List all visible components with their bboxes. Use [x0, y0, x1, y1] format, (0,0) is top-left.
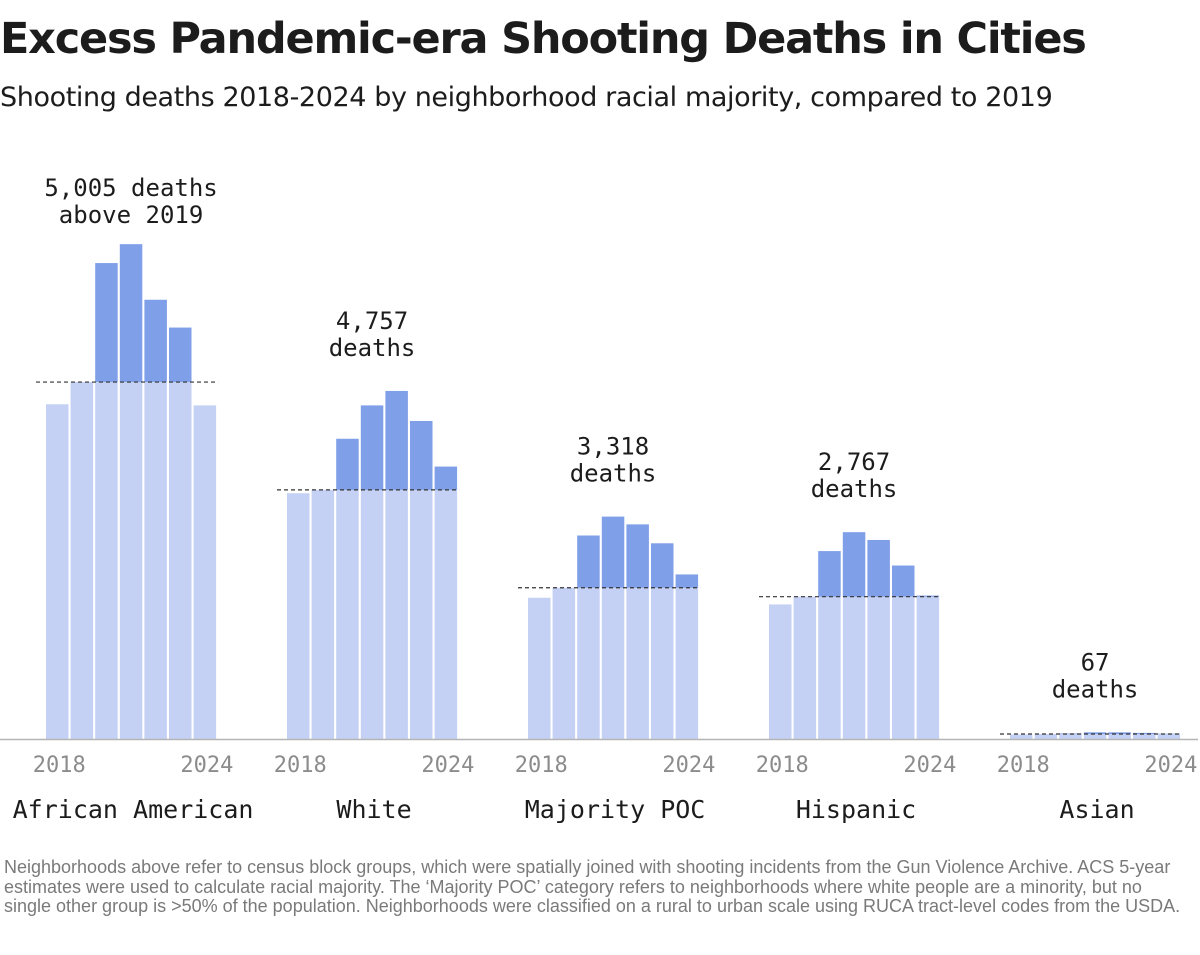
annotation-majority-poc-line-2: deaths: [570, 460, 657, 488]
footnote: Neighborhoods above refer to census bloc…: [4, 857, 1181, 916]
annotation-white-line-2: deaths: [329, 334, 416, 362]
bar-majority-poc-2023-excess: [651, 543, 674, 588]
bar-hispanic-2020-baseline: [818, 596, 841, 739]
x-tick-asian-first: 2018: [997, 753, 1050, 778]
bar-majority-poc-2020-baseline: [577, 587, 600, 739]
bar-hispanic-2018-baseline: [769, 604, 792, 739]
bar-majority-poc-2023-baseline: [651, 587, 674, 739]
annotation-asian-line-1: 67: [1081, 648, 1110, 676]
chart-subtitle: Shooting deaths 2018-2024 by neighborhoo…: [0, 82, 1053, 113]
x-tick-asian-last: 2024: [1144, 753, 1197, 778]
annotation-hispanic-line-2: deaths: [811, 475, 898, 503]
bar-white-2018-baseline: [287, 493, 310, 739]
bar-hispanic-2019-baseline: [793, 596, 817, 739]
bar-african-american-2018-baseline: [46, 404, 69, 739]
bar-asian-2023-baseline: [1133, 733, 1156, 739]
bar-asian-2023-excess: [1133, 732, 1156, 734]
x-tick-hispanic-last: 2024: [903, 753, 956, 778]
annotation-african-american-line-1: 5,005 deaths: [44, 174, 217, 202]
bar-asian-2022-baseline: [1108, 733, 1131, 739]
bar-asian-2021-baseline: [1083, 733, 1107, 739]
bar-white-2022-baseline: [385, 489, 408, 739]
bar-white-2022-excess: [385, 390, 408, 490]
bar-asian-2019-baseline: [1034, 733, 1058, 739]
bar-hispanic-2022-baseline: [867, 596, 890, 739]
x-tick-white-first: 2018: [274, 753, 327, 778]
annotation-african-american-line-2: above 2019: [59, 201, 204, 229]
bar-hispanic-2021-baseline: [842, 596, 866, 739]
bar-african-american-2020-excess: [95, 263, 118, 383]
bar-african-american-2023-baseline: [169, 382, 192, 739]
bar-white-2020-baseline: [336, 489, 359, 739]
bar-white-2023-baseline: [410, 489, 433, 739]
group-label-majority-poc: Majority POC: [525, 795, 706, 824]
bar-hispanic-2020-excess: [818, 551, 841, 597]
bar-asian-2024-baseline: [1157, 733, 1181, 739]
bar-white-2024-excess: [434, 466, 458, 490]
bar-african-american-2022-excess: [144, 299, 167, 383]
bar-majority-poc-2022-baseline: [626, 587, 649, 739]
bar-asian-2020-baseline: [1059, 733, 1082, 739]
bar-hispanic-2021-excess: [842, 532, 866, 597]
bar-white-2019-baseline: [311, 489, 335, 739]
bar-asian-2021-excess: [1083, 732, 1107, 734]
bar-hispanic-2023-baseline: [892, 596, 915, 739]
annotation-white-line-1: 4,757: [336, 307, 408, 335]
group-label-white: White: [336, 795, 411, 824]
chart-title: Excess Pandemic-era Shooting Deaths in C…: [0, 14, 1087, 64]
bar-majority-poc-2019-baseline: [552, 587, 576, 739]
annotation-majority-poc-line-1: 3,318: [577, 433, 649, 461]
bar-african-american-2020-baseline: [95, 382, 118, 739]
bar-african-american-2023-excess: [169, 327, 192, 383]
x-tick-hispanic-first: 2018: [756, 753, 809, 778]
bar-hispanic-2022-excess: [867, 539, 890, 597]
bar-african-american-2019-baseline: [70, 382, 94, 739]
group-label-asian: Asian: [1059, 795, 1134, 824]
group-label-african-american: African American: [13, 795, 254, 824]
bar-majority-poc-2021-excess: [601, 516, 625, 588]
bar-majority-poc-2022-excess: [626, 524, 649, 588]
annotation-asian-line-2: deaths: [1052, 675, 1139, 703]
bar-majority-poc-2024-excess: [675, 574, 699, 588]
x-tick-white-last: 2024: [421, 753, 474, 778]
bar-white-2024-baseline: [434, 489, 458, 739]
bar-african-american-2021-excess: [119, 244, 143, 383]
bar-african-american-2022-baseline: [144, 382, 167, 739]
x-tick-majority-poc-first: 2018: [515, 753, 568, 778]
bar-majority-poc-2024-baseline: [675, 587, 699, 739]
bar-white-2020-excess: [336, 438, 359, 490]
bar-majority-poc-2021-baseline: [601, 587, 625, 739]
bar-white-2021-baseline: [360, 489, 384, 739]
bar-asian-2018-baseline: [1010, 734, 1033, 739]
bar-african-american-2024-baseline: [193, 405, 217, 739]
bar-majority-poc-2020-excess: [577, 535, 600, 588]
group-label-hispanic: Hispanic: [796, 795, 916, 824]
bar-hispanic-2023-excess: [892, 565, 915, 597]
bar-majority-poc-2018-baseline: [528, 597, 551, 739]
bar-african-american-2021-baseline: [119, 382, 143, 739]
bar-white-2021-excess: [360, 405, 384, 490]
bar-hispanic-2024-baseline: [916, 596, 940, 739]
bar-white-2023-excess: [410, 420, 433, 490]
bar-asian-2022-excess: [1108, 732, 1131, 734]
x-tick-african-american-last: 2024: [180, 753, 233, 778]
x-tick-african-american-first: 2018: [33, 753, 86, 778]
annotation-hispanic-line-1: 2,767: [818, 448, 890, 476]
x-tick-majority-poc-last: 2024: [662, 753, 715, 778]
